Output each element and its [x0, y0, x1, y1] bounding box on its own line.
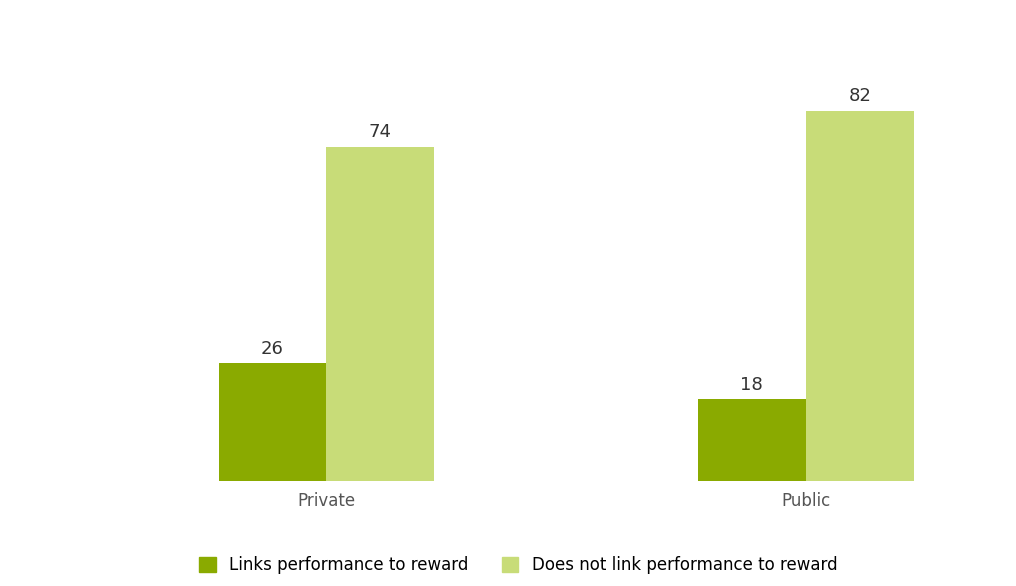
Text: 18: 18: [741, 376, 763, 394]
Bar: [806, 111, 913, 481]
Text: 82: 82: [848, 87, 871, 105]
Text: 74: 74: [369, 123, 392, 141]
Text: 26: 26: [261, 340, 283, 358]
Bar: [218, 363, 326, 481]
Bar: [698, 399, 806, 481]
Legend: Links performance to reward, Does not link performance to reward: Links performance to reward, Does not li…: [191, 547, 845, 582]
Bar: [326, 146, 434, 481]
